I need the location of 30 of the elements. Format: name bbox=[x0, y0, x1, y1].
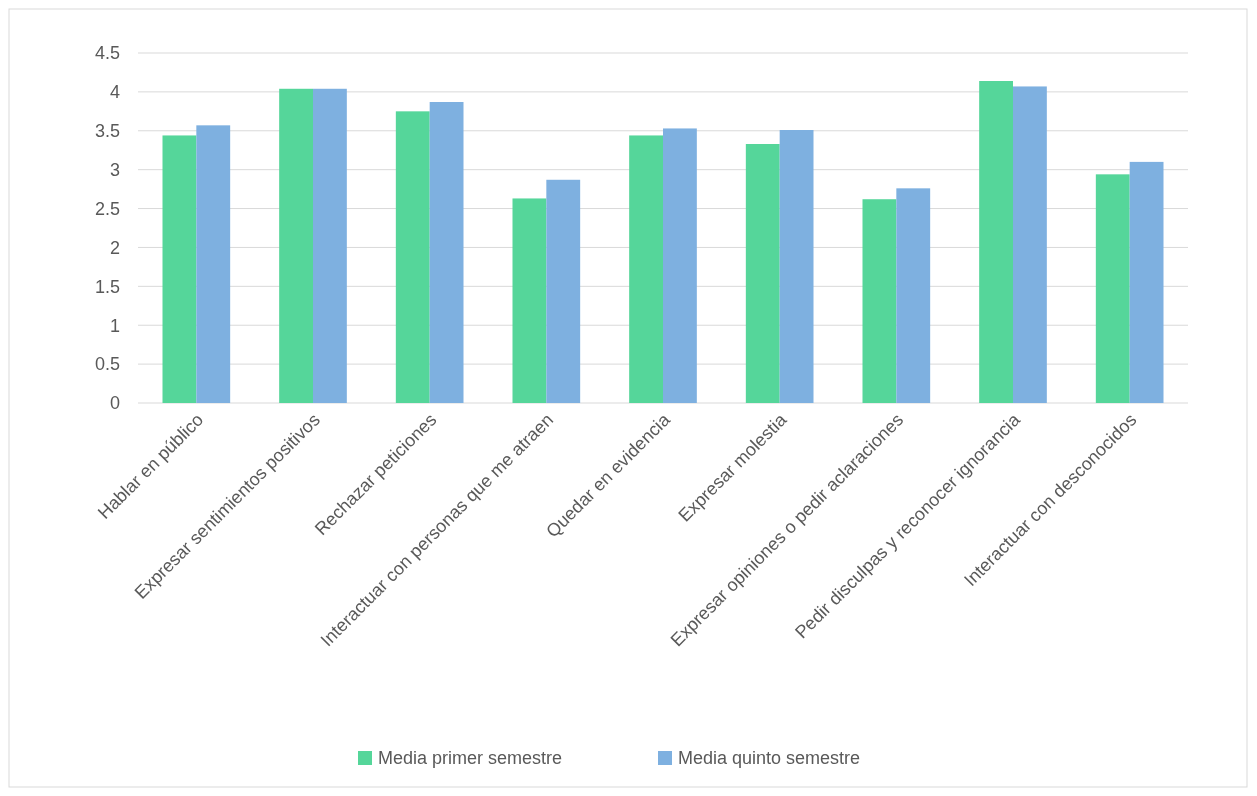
legend-label: Media quinto semestre bbox=[678, 748, 861, 769]
y-tick-label: 2 bbox=[109, 237, 120, 258]
bar bbox=[429, 102, 464, 403]
legend-label: Media primer semestre bbox=[378, 748, 563, 769]
y-tick-label: 0.5 bbox=[94, 354, 120, 375]
bar bbox=[512, 198, 547, 403]
y-tick-label: 4 bbox=[109, 82, 120, 103]
bar bbox=[313, 88, 347, 403]
y-tick-label: 3.5 bbox=[94, 121, 120, 142]
bar bbox=[629, 135, 663, 403]
bar bbox=[979, 81, 1013, 403]
bar bbox=[1129, 161, 1164, 403]
bar bbox=[279, 88, 313, 403]
bar bbox=[862, 199, 897, 403]
bar bbox=[162, 135, 197, 403]
y-tick-label: 2.5 bbox=[94, 198, 120, 219]
bar bbox=[779, 130, 814, 403]
bar bbox=[663, 128, 697, 403]
bar bbox=[196, 125, 231, 403]
bar bbox=[1095, 174, 1130, 403]
bar bbox=[395, 111, 430, 403]
bar bbox=[546, 179, 581, 403]
bar bbox=[745, 144, 780, 403]
y-tick-label: 1 bbox=[109, 315, 120, 336]
bar bbox=[1013, 86, 1047, 403]
y-tick-label: 1.5 bbox=[94, 276, 120, 297]
bar bbox=[896, 188, 931, 403]
y-tick-label: 3 bbox=[109, 159, 120, 180]
y-tick-label: 0 bbox=[109, 393, 120, 414]
y-tick-label: 4.5 bbox=[94, 43, 120, 64]
